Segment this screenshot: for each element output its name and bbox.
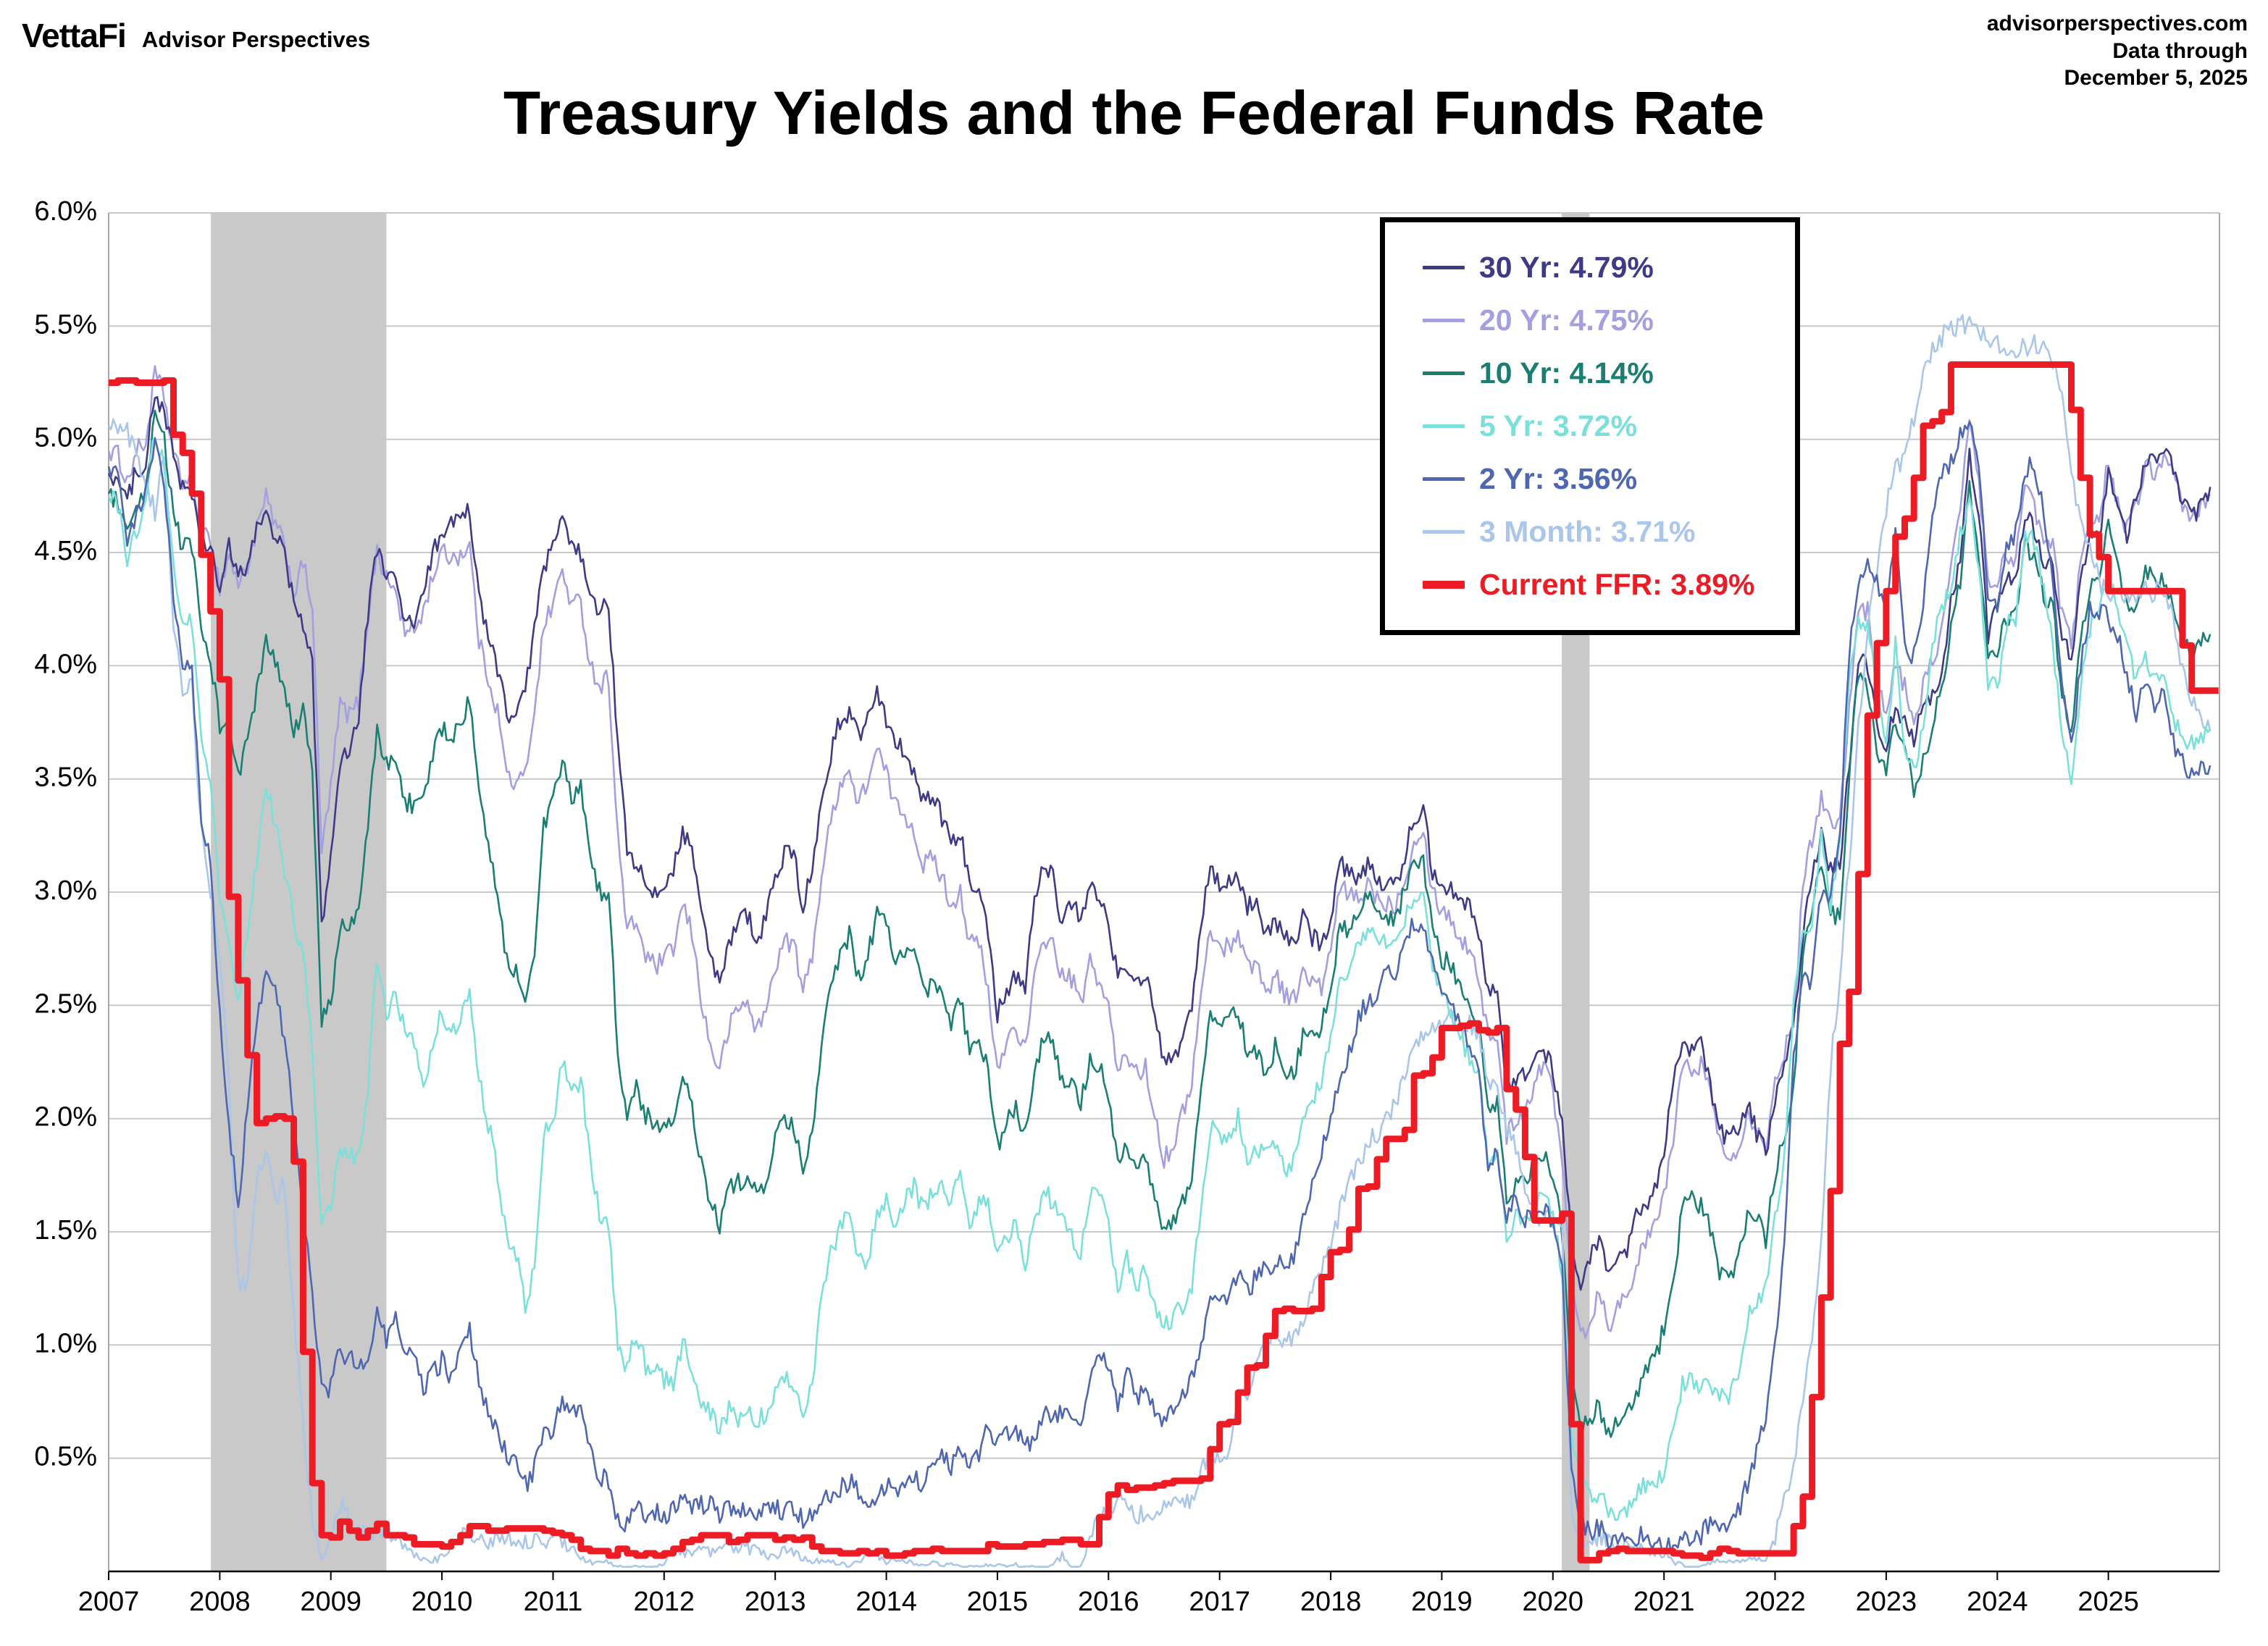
svg-text:2022: 2022 [1744,1587,1806,1617]
legend-label-3mo: 3 Month: 3.71% [1479,515,1696,548]
svg-text:2016: 2016 [1078,1587,1139,1617]
svg-text:2.0%: 2.0% [34,1102,97,1133]
legend-label-30yr: 30 Yr: 4.79% [1479,251,1654,284]
brand-subtitle: Advisor Perspectives [141,27,371,52]
svg-text:2025: 2025 [2077,1587,2139,1617]
svg-text:2017: 2017 [1189,1587,1250,1617]
legend-line-sample-30yr [1423,266,1465,269]
svg-text:2014: 2014 [855,1587,917,1617]
svg-text:4.0%: 4.0% [34,649,97,679]
legend-line-sample-ffr [1423,581,1465,589]
svg-text:3.5%: 3.5% [34,763,97,793]
legend-item-10yr: 10 Yr: 4.14% [1423,347,1788,400]
svg-text:2020: 2020 [1523,1587,1584,1617]
legend-label-2yr: 2 Yr: 3.56% [1479,462,1638,495]
svg-text:5.5%: 5.5% [34,309,97,340]
svg-text:2011: 2011 [524,1587,583,1617]
svg-text:1.5%: 1.5% [34,1215,97,1246]
svg-text:5.0%: 5.0% [34,423,97,453]
svg-text:0.5%: 0.5% [34,1442,97,1472]
svg-text:2018: 2018 [1300,1587,1362,1617]
page-title: Treasury Yields and the Federal Funds Ra… [503,79,1765,147]
legend-line-sample-20yr [1423,319,1465,322]
legend-label-ffr: Current FFR: 3.89% [1479,568,1755,601]
svg-text:2008: 2008 [189,1587,251,1617]
data-through-date: December 5, 2025 [2064,66,2248,90]
data-through-label: Data through [2112,38,2248,63]
header-left: VettaFi Advisor Perspectives [22,16,370,55]
chart-legend: 30 Yr: 4.79% 20 Yr: 4.75% 10 Yr: 4.14% 5 Yr… [1380,217,1800,635]
legend-item-3mo: 3 Month: 3.71% [1423,505,1788,558]
svg-text:2021: 2021 [1633,1587,1695,1617]
svg-text:1.0%: 1.0% [34,1328,97,1359]
legend-line-sample-10yr [1423,371,1465,375]
legend-item-2yr: 2 Yr: 3.56% [1423,453,1788,505]
svg-text:2015: 2015 [967,1587,1029,1617]
svg-text:6.0%: 6.0% [34,196,97,227]
svg-text:2009: 2009 [300,1587,361,1617]
legend-label-5yr: 5 Yr: 3.72% [1479,409,1638,442]
legend-label-10yr: 10 Yr: 4.14% [1479,356,1654,390]
svg-text:2024: 2024 [1967,1587,2028,1617]
legend-item-ffr: Current FFR: 3.89% [1423,558,1788,611]
svg-text:2007: 2007 [78,1587,140,1617]
svg-text:2019: 2019 [1411,1587,1473,1617]
svg-text:2010: 2010 [411,1587,473,1617]
legend-line-sample-3mo [1423,530,1465,534]
legend-line-sample-5yr [1423,424,1465,428]
svg-text:2.5%: 2.5% [34,988,97,1019]
legend-item-20yr: 20 Yr: 4.75% [1423,294,1788,347]
legend-label-20yr: 20 Yr: 4.75% [1479,303,1654,337]
legend-item-5yr: 5 Yr: 3.72% [1423,400,1788,453]
svg-text:2023: 2023 [1856,1587,1917,1617]
svg-text:4.5%: 4.5% [34,536,97,566]
svg-text:2012: 2012 [634,1587,695,1617]
legend-line-sample-2yr [1423,477,1465,481]
legend-item-30yr: 30 Yr: 4.79% [1423,241,1788,294]
source-block: advisorperspectives.com Data through Dec… [1987,10,2248,92]
source-url: advisorperspectives.com [1986,12,2248,35]
svg-text:2013: 2013 [745,1587,806,1617]
svg-text:3.0%: 3.0% [34,876,97,906]
vettafi-logo: VettaFi [22,17,127,54]
